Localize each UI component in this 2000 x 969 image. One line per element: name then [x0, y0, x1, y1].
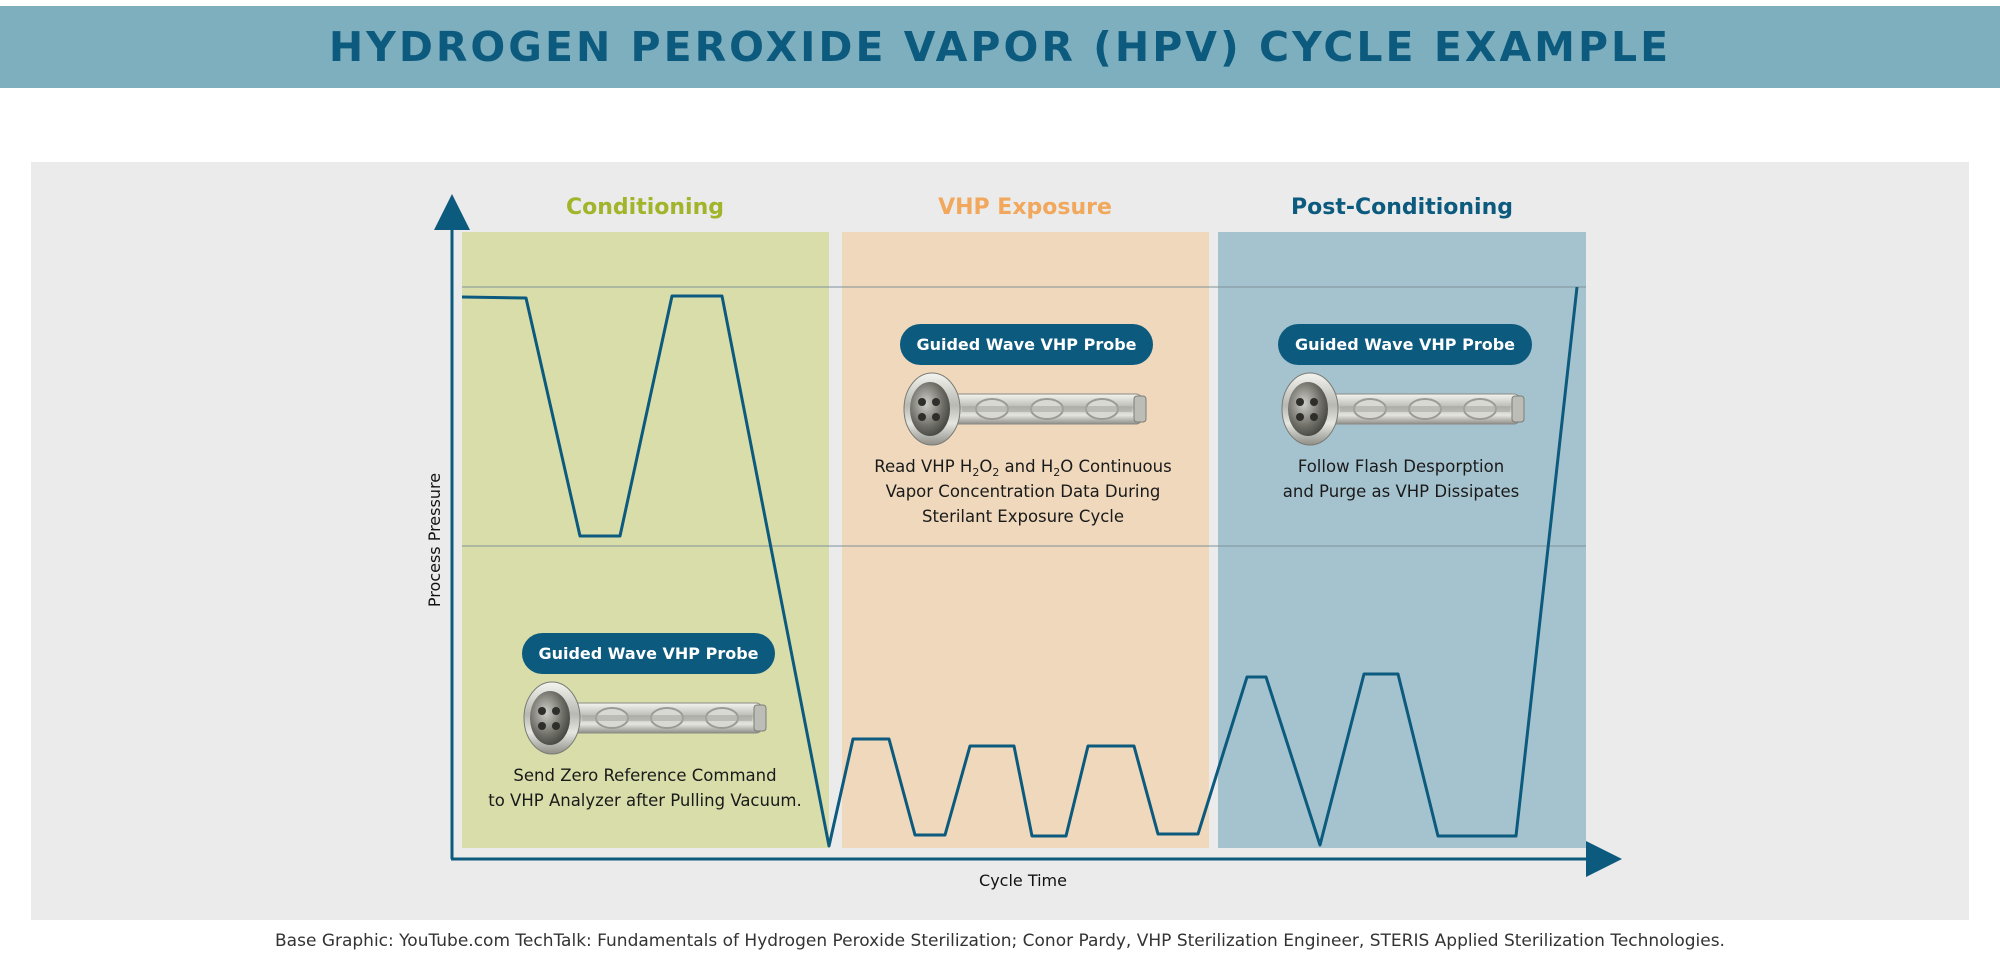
probe-caption-exposure-line2: Vapor Concentration Data During	[886, 482, 1161, 501]
probe-caption-exposure-line1: Read VHP H2O2 and H2O Continuous	[874, 457, 1171, 479]
phase-title-conditioning: Conditioning	[566, 195, 724, 220]
probe-conditioning: Guided Wave VHP Probe Send Zero Referenc…	[488, 633, 802, 810]
conditioning-zone	[462, 232, 829, 848]
probe-caption-post-line2: and Purge as VHP Dissipates	[1283, 482, 1519, 501]
probe-label-conditioning: Guided Wave VHP Probe	[538, 644, 758, 663]
probe-caption-exposure-line3: Sterilant Exposure Cycle	[922, 507, 1124, 526]
probe-exposure: Guided Wave VHP Probe Read VHP H2O2 and …	[874, 324, 1172, 526]
y-axis-label: Process Pressure	[425, 473, 444, 607]
source-footnote: Base Graphic: YouTube.com TechTalk: Fund…	[275, 931, 1725, 951]
title-banner: HYDROGEN PEROXIDE VAPOR (HPV) CYCLE EXAM…	[0, 6, 2000, 88]
x-axis-label: Cycle Time	[979, 871, 1067, 890]
probe-post-conditioning: Guided Wave VHP Probe Follow Flash Despo…	[1278, 324, 1532, 501]
probe-caption-conditioning-line1: Send Zero Reference Command	[513, 766, 776, 785]
probe-label-post-conditioning: Guided Wave VHP Probe	[1295, 335, 1515, 354]
probe-pill-exposure	[900, 324, 1153, 365]
probe-caption-post-line1: Follow Flash Desporption	[1298, 457, 1504, 476]
probe-caption-conditioning-line2: to VHP Analyzer after Pulling Vacuum.	[488, 791, 802, 810]
probe-pill-conditioning	[522, 633, 775, 674]
probe-pill-post-conditioning	[1278, 324, 1532, 365]
phase-title-post-conditioning: Post-Conditioning	[1291, 195, 1513, 220]
pressure-curve	[461, 286, 1579, 848]
probe-label-exposure: Guided Wave VHP Probe	[916, 335, 1136, 354]
phase-title-exposure: VHP Exposure	[938, 195, 1112, 220]
page-title: HYDROGEN PEROXIDE VAPOR (HPV) CYCLE EXAM…	[328, 23, 1672, 71]
